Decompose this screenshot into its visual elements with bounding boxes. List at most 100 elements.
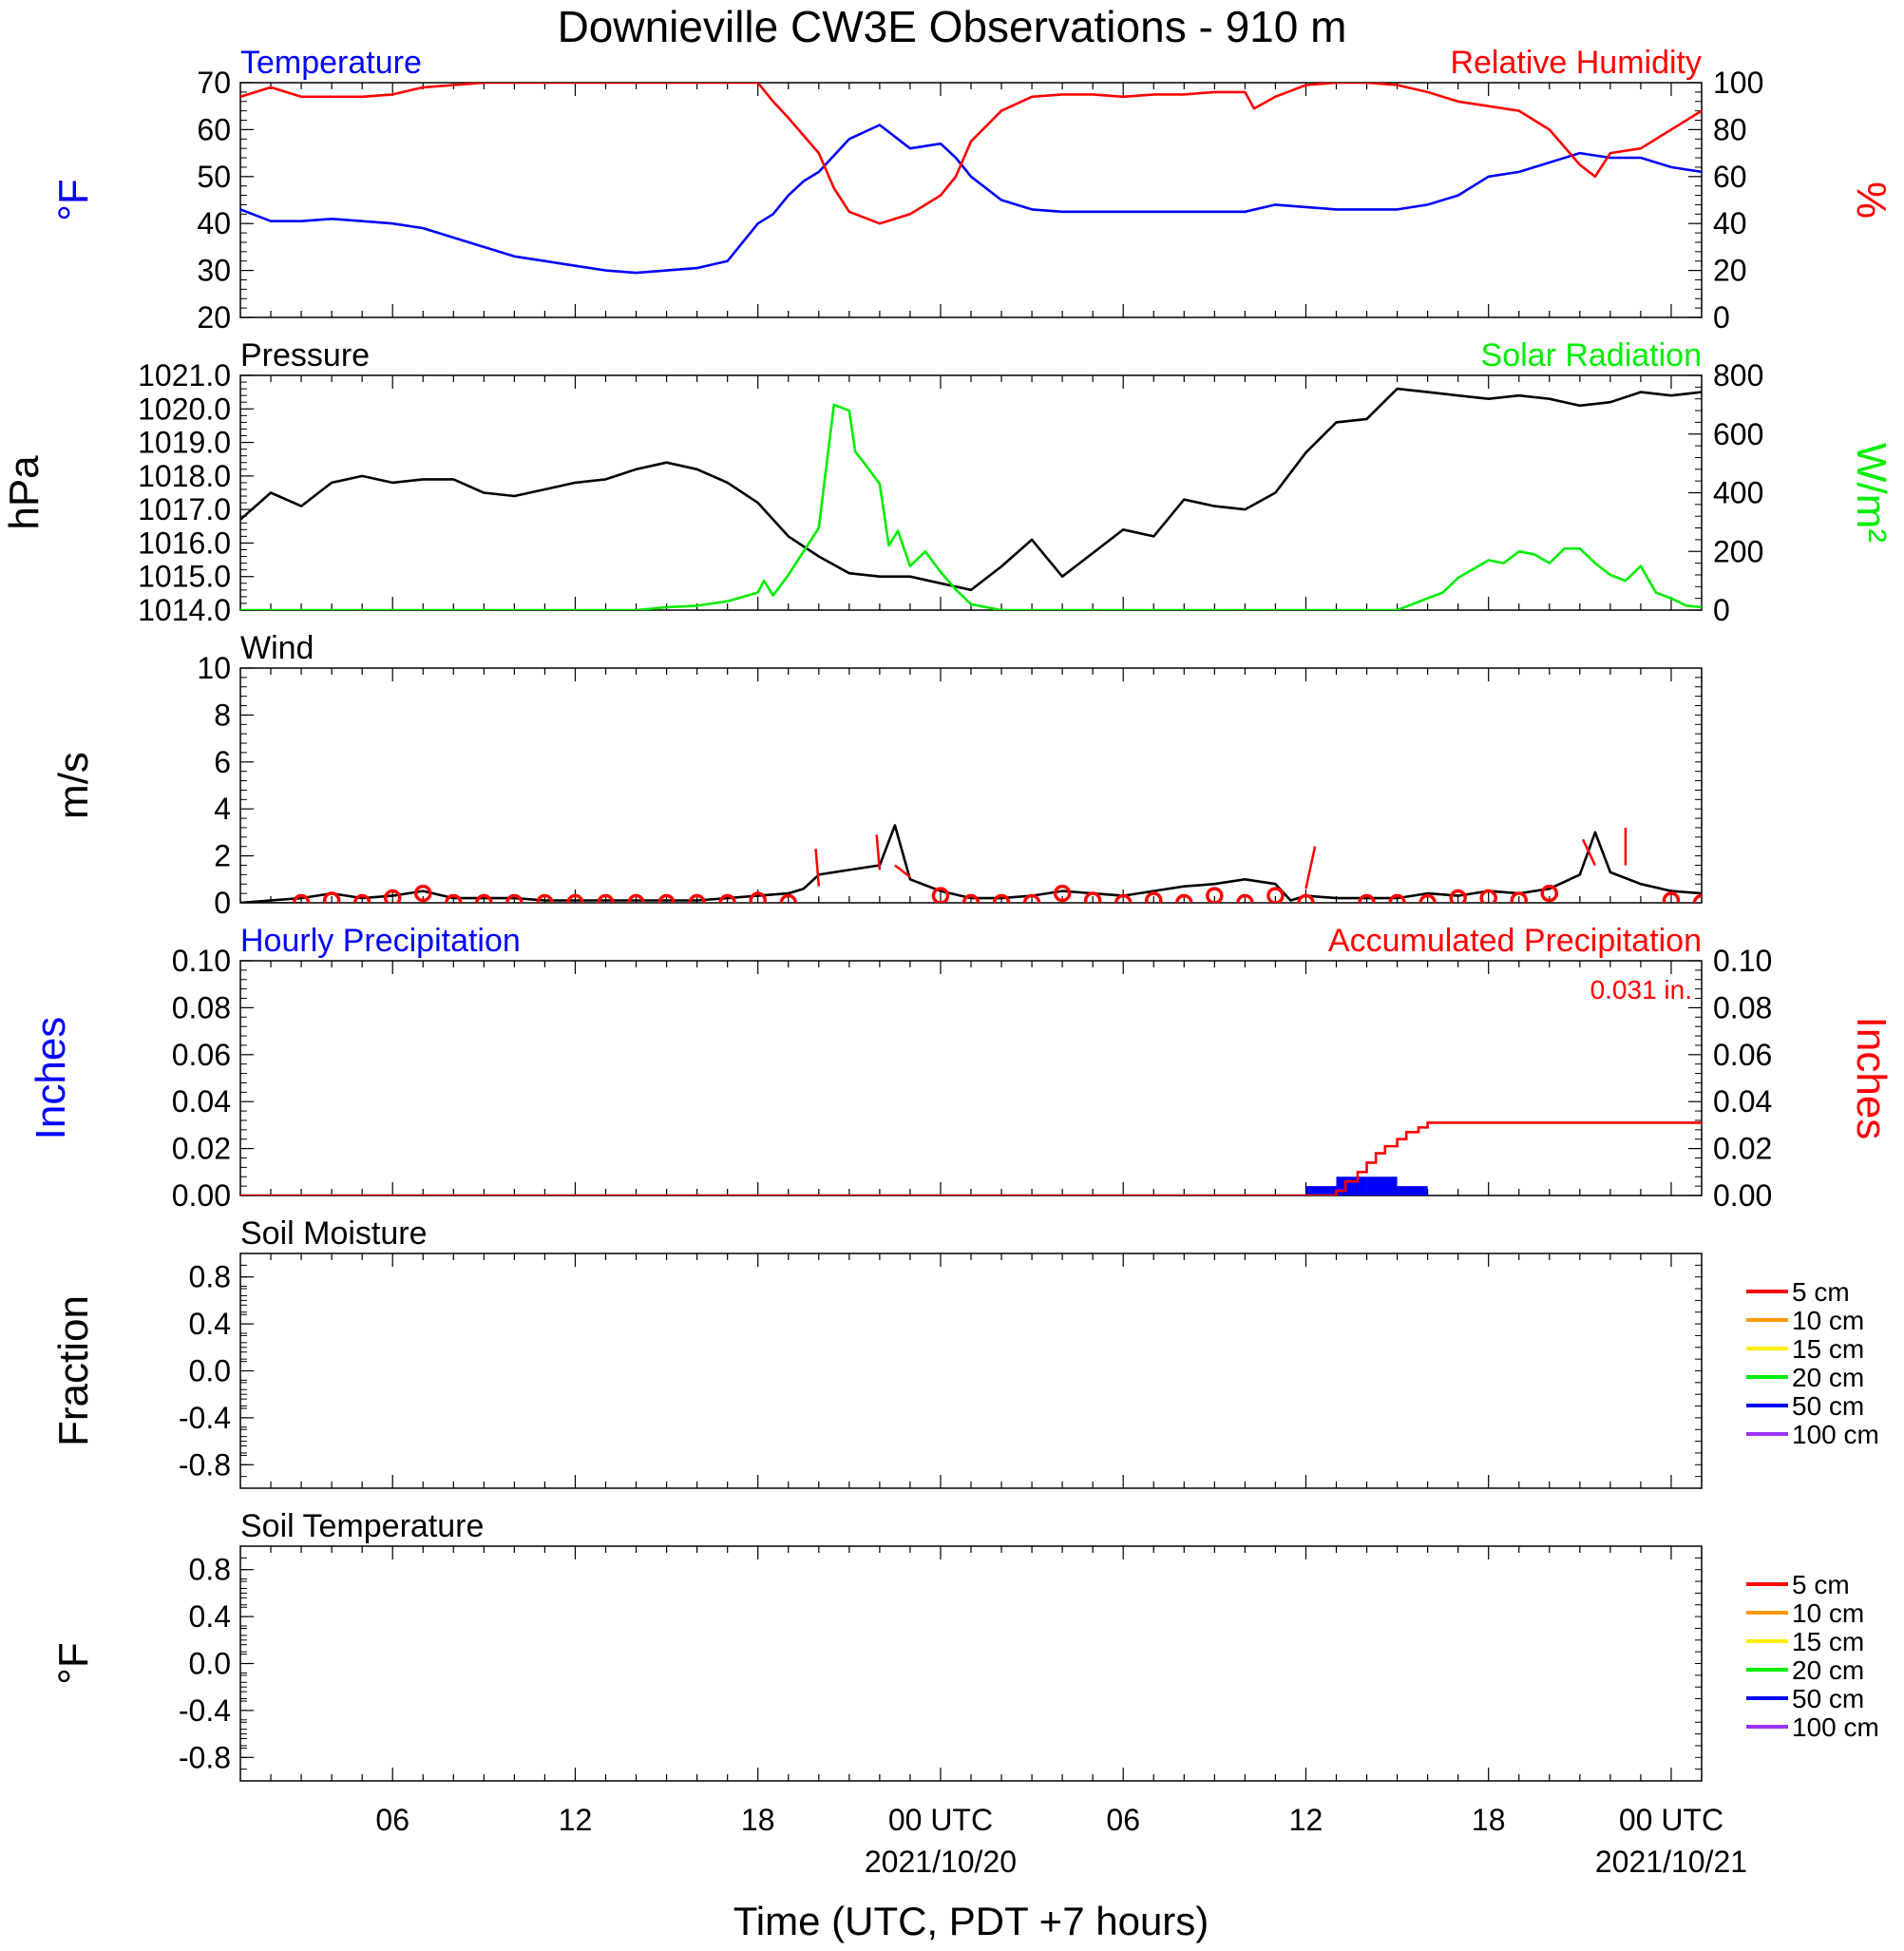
hourly-wind-marker [1175,893,1193,903]
wind-barb [1581,838,1596,867]
accumulated-total-label: 0.031 in. [1590,975,1692,1004]
y-tick-label: 0.10 [172,944,231,978]
y-tick-label: 10 [197,651,231,685]
series-line-relative-humidity [240,83,1702,225]
y-tick-label: 1015.0 [138,560,231,594]
y-tick-label: 0.02 [172,1132,231,1166]
panel-pressure-solar: 1014.01015.01016.01017.01018.01019.01020… [1,337,1894,627]
y-right-tick-label: 60 [1713,160,1747,194]
panel-frame [239,1545,1703,1782]
hourly-precip-bar [1366,1176,1398,1195]
hourly-wind-marker [992,893,1011,903]
hourly-wind-marker [779,893,797,903]
hourly-wind-marker [1297,893,1315,903]
y-tick-label: 1014.0 [138,593,231,627]
y-tick-label: 4 [214,792,231,826]
legend-label: 5 cm [1792,1570,1850,1599]
x-tick-label: 00 UTC [888,1803,993,1837]
panel-frame [239,960,1703,1196]
x-tick-date-label: 2021/10/20 [865,1845,1017,1879]
hourly-wind-marker [749,891,767,903]
panel-precipitation: 0.00 0.02 0.04 0.06 0.08 0.10 0.00 0.02 0.04 0.06… [28,923,1894,1213]
y-right-tick-label: 0 [1713,300,1730,335]
x-tick-label: 12 [559,1803,593,1837]
hourly-wind-marker [962,893,981,903]
wind-barb [1304,846,1317,889]
y-right-tick-label: 0.04 [1713,1084,1772,1119]
y-right-tick-label: 600 [1713,417,1763,451]
y-tick-label: 60 [197,112,231,146]
legend-label: 20 cm [1792,1363,1864,1392]
x-tick-label: 06 [375,1803,409,1837]
y-tick-label: 0.4 [189,1307,231,1341]
hourly-wind-marker [1662,891,1681,903]
hourly-wind-marker [1053,884,1072,903]
wind-barb [814,849,821,887]
hourly-wind-marker [1418,893,1437,903]
y-tick-label: 1016.0 [138,526,231,560]
y-tick-label: 0.8 [189,1260,231,1294]
y-tick-label: 1020.0 [138,392,231,426]
panel-temperature-humidity: 20 30 40 50 60 70 0 20 40 60 80 100 Temperature Relat… [50,45,1894,335]
panel-frame [239,1253,1703,1489]
hourly-wind-marker [1206,887,1224,903]
y-right-axis-label: Inches [1848,1017,1894,1140]
y-right-tick-label: 0.10 [1713,944,1772,978]
panel-wind: 0 2 4 6 8 10 Wind m/s [50,630,1703,920]
y-tick-label: 8 [214,698,231,732]
y-tick-label: 50 [197,160,231,194]
y-right-tick-label: 0.08 [1713,990,1772,1024]
y-axis-label: hPa [1,455,48,530]
y-tick-label: 70 [197,66,231,100]
hourly-precip-bar [1336,1176,1367,1195]
hourly-wind-marker [1510,891,1528,903]
y-tick-label: 40 [197,206,231,240]
hourly-wind-marker [322,891,341,903]
y-axis-label: °F [50,1642,97,1684]
hourly-wind-marker [688,893,706,903]
y-right-tick-label: 20 [1713,254,1747,288]
legend-label: 100 cm [1792,1420,1879,1449]
hourly-wind-marker [445,893,463,903]
x-tick-label: 18 [1472,1803,1506,1837]
hourly-wind-marker [931,887,950,903]
y-axis-label: °F [50,179,97,220]
hourly-wind-marker [627,893,645,903]
y-right-tick-label: 200 [1713,534,1763,568]
hourly-wind-marker [1236,893,1254,903]
wind-barb [894,864,911,878]
y-tick-label: 2 [214,839,231,873]
y-tick-label: 0.4 [189,1599,231,1634]
panel-left-title: Hourly Precipitation [240,923,521,959]
hourly-wind-marker [597,893,615,903]
hourly-wind-marker [352,893,371,903]
y-right-tick-label: 0.06 [1713,1038,1772,1072]
y-tick-label: 1021.0 [138,358,231,392]
legend-label: 15 cm [1792,1627,1864,1656]
series-line-pressure [240,387,1702,592]
hourly-wind-marker [536,893,554,903]
y-tick-label: 1017.0 [138,492,231,526]
y-right-tick-label: 100 [1713,66,1763,100]
y-tick-label: -0.4 [179,1401,231,1435]
hourly-wind-marker [718,893,736,903]
legend-label: 20 cm [1792,1655,1864,1685]
legend-label: 100 cm [1792,1712,1879,1742]
y-tick-label: -0.8 [179,1447,231,1482]
panel-left-title: Wind [240,630,314,666]
plot-area [240,387,1702,610]
panel-left-title: Pressure [240,337,370,373]
hourly-wind-marker [1358,893,1376,903]
panel-right-title: Solar Radiation [1481,337,1702,373]
y-tick-label: 1018.0 [138,459,231,493]
hourly-wind-marker [1540,884,1559,903]
hourly-wind-marker [383,889,402,903]
figure-title: Downieville CW3E Observations - 910 m [558,2,1347,51]
legend-label: 50 cm [1792,1684,1864,1713]
legend-label: 10 cm [1792,1598,1864,1628]
y-tick-label: 0.8 [189,1553,231,1587]
y-right-tick-label: 0.00 [1713,1178,1772,1213]
